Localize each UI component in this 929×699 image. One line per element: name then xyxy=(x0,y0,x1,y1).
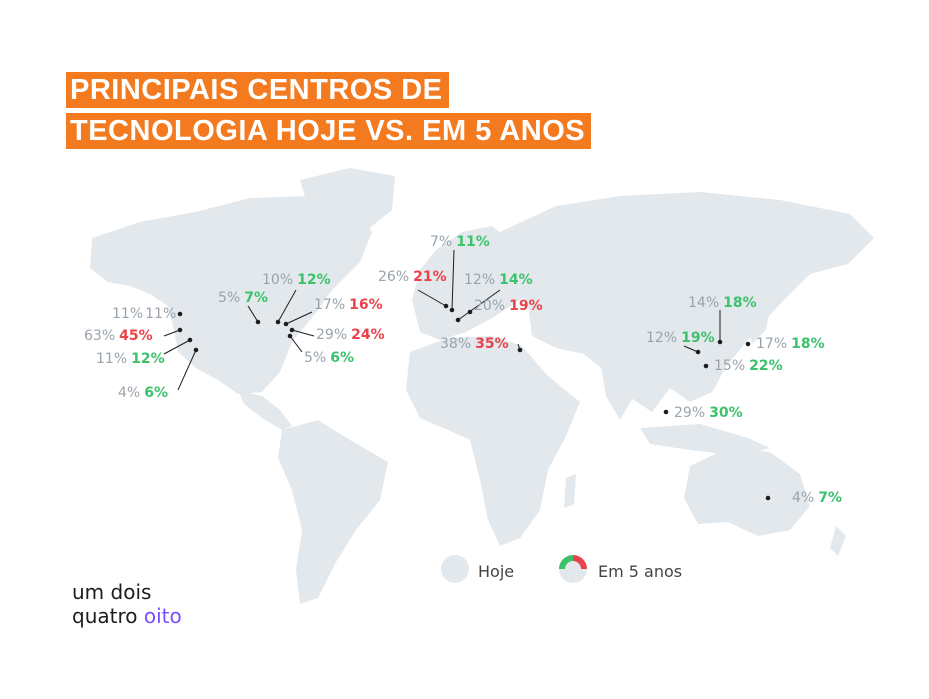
continents xyxy=(90,168,874,604)
central-america-shape xyxy=(238,390,292,430)
hub-label-japan: 17% 18% xyxy=(756,336,825,352)
hub-today-value: 4% xyxy=(118,385,141,401)
hub-label-southwest: 4% 6% xyxy=(118,385,168,401)
north-america-shape xyxy=(90,196,372,394)
hub-label-eastern-europe: 20% 19% xyxy=(474,298,543,314)
hub-future-value: 22% xyxy=(749,358,783,374)
hub-today-value: 11% xyxy=(96,351,128,367)
hub-today-value: 5% xyxy=(218,290,241,306)
hub-today-value: 38% xyxy=(440,336,472,352)
hub-label-west-coast-la: 11% 12% xyxy=(96,351,165,367)
hub-today-value: 7% xyxy=(430,234,453,250)
page-title-line-1: PRINCIPAIS CENTROS DE xyxy=(66,72,449,108)
hub-label-south-china: 15% 22% xyxy=(714,358,783,374)
hub-label-southeast-asia: 29% 30% xyxy=(674,405,743,421)
hub-future-value: 14% xyxy=(499,272,533,288)
africa-shape xyxy=(406,336,580,546)
hub-future-value: 16% xyxy=(349,297,383,313)
indonesia-shape xyxy=(640,424,770,456)
hub-today-value: 29% xyxy=(674,405,706,421)
india-shape xyxy=(600,358,636,420)
brand-word-oito: oito xyxy=(143,604,182,628)
pointer-lines xyxy=(163,249,771,501)
hub-label-beijing: 14% 18% xyxy=(688,295,757,311)
hub-future-value: 6% xyxy=(330,350,354,366)
hub-label-new-york: 29% 24% xyxy=(316,327,385,343)
hub-label-london: 26% 21% xyxy=(378,269,447,285)
uk-shape xyxy=(422,266,440,296)
hub-future-value: 11% xyxy=(456,234,490,250)
hub-future-value: 7% xyxy=(244,290,268,306)
hub-today-value: 12% xyxy=(464,272,496,288)
hub-today-value: 63% xyxy=(84,328,116,344)
south-america-shape xyxy=(278,420,388,604)
hub-label-boston: 17% 16% xyxy=(314,297,383,313)
hub-label-scandinavia: 7% 11% xyxy=(430,234,490,250)
new-zealand-shape xyxy=(830,526,846,556)
hub-today-value: 14% xyxy=(688,295,720,311)
legend-today-icon xyxy=(441,555,469,583)
hub-label-shanghai-west: 12% 19% xyxy=(646,330,715,346)
hub-today-value: 26% xyxy=(378,269,410,285)
hub-future-value: 45% xyxy=(119,328,153,344)
madagascar-shape xyxy=(564,474,576,508)
hub-label-west-coast-bay: 63% 45% xyxy=(84,328,153,344)
hub-label-australia: 4% 7% xyxy=(792,490,842,506)
hub-today-value: 4% xyxy=(792,490,815,506)
hub-future-value: 6% xyxy=(144,385,168,401)
hub-future-value: 11% xyxy=(145,306,177,322)
legend-today-label: Hoje xyxy=(478,562,515,581)
hub-today-value: 29% xyxy=(316,327,348,343)
hub-label-israel: 38% 35% xyxy=(440,336,509,352)
australia-shape xyxy=(684,448,810,536)
hub-label-west-coast-north: 11% 11% xyxy=(112,306,176,322)
hub-future-value: 19% xyxy=(681,330,715,346)
greenland-shape xyxy=(300,168,395,234)
hub-label-chicago: 5% 7% xyxy=(218,290,268,306)
brand-line-2: quatro oito xyxy=(72,604,182,628)
asia-shape xyxy=(500,192,874,412)
hub-label-washington: 5% 6% xyxy=(304,350,354,366)
legend-future-icon xyxy=(559,555,587,583)
hub-future-value: 24% xyxy=(351,327,385,343)
hub-future-value: 12% xyxy=(131,351,165,367)
legend-future-label: Em 5 anos xyxy=(598,562,683,581)
hub-label-berlin: 12% 14% xyxy=(464,272,533,288)
hub-future-value: 21% xyxy=(413,269,447,285)
hub-today-value: 17% xyxy=(314,297,346,313)
hub-future-value: 35% xyxy=(475,336,509,352)
hub-today-value: 20% xyxy=(474,298,506,314)
japan-shape xyxy=(748,286,772,344)
hub-future-value: 18% xyxy=(791,336,825,352)
page-title-line-2: TECNOLOGIA HOJE VS. EM 5 ANOS xyxy=(66,113,592,149)
brand-word-quatro: quatro xyxy=(72,604,144,628)
hub-future-value: 30% xyxy=(709,405,743,421)
hub-future-value: 7% xyxy=(818,490,842,506)
brand-line-1: um dois xyxy=(72,580,152,604)
hub-today-value: 12% xyxy=(646,330,678,346)
hub-future-value: 18% xyxy=(723,295,757,311)
hub-today-value: 15% xyxy=(714,358,746,374)
hub-label-toronto: 10% 12% xyxy=(262,272,331,288)
hub-today-value: 11% xyxy=(112,306,144,322)
hub-future-value: 19% xyxy=(509,298,543,314)
hub-future-value: 12% xyxy=(297,272,331,288)
hub-today-value: 10% xyxy=(262,272,294,288)
hub-today-value: 5% xyxy=(304,350,327,366)
hub-today-value: 17% xyxy=(756,336,788,352)
